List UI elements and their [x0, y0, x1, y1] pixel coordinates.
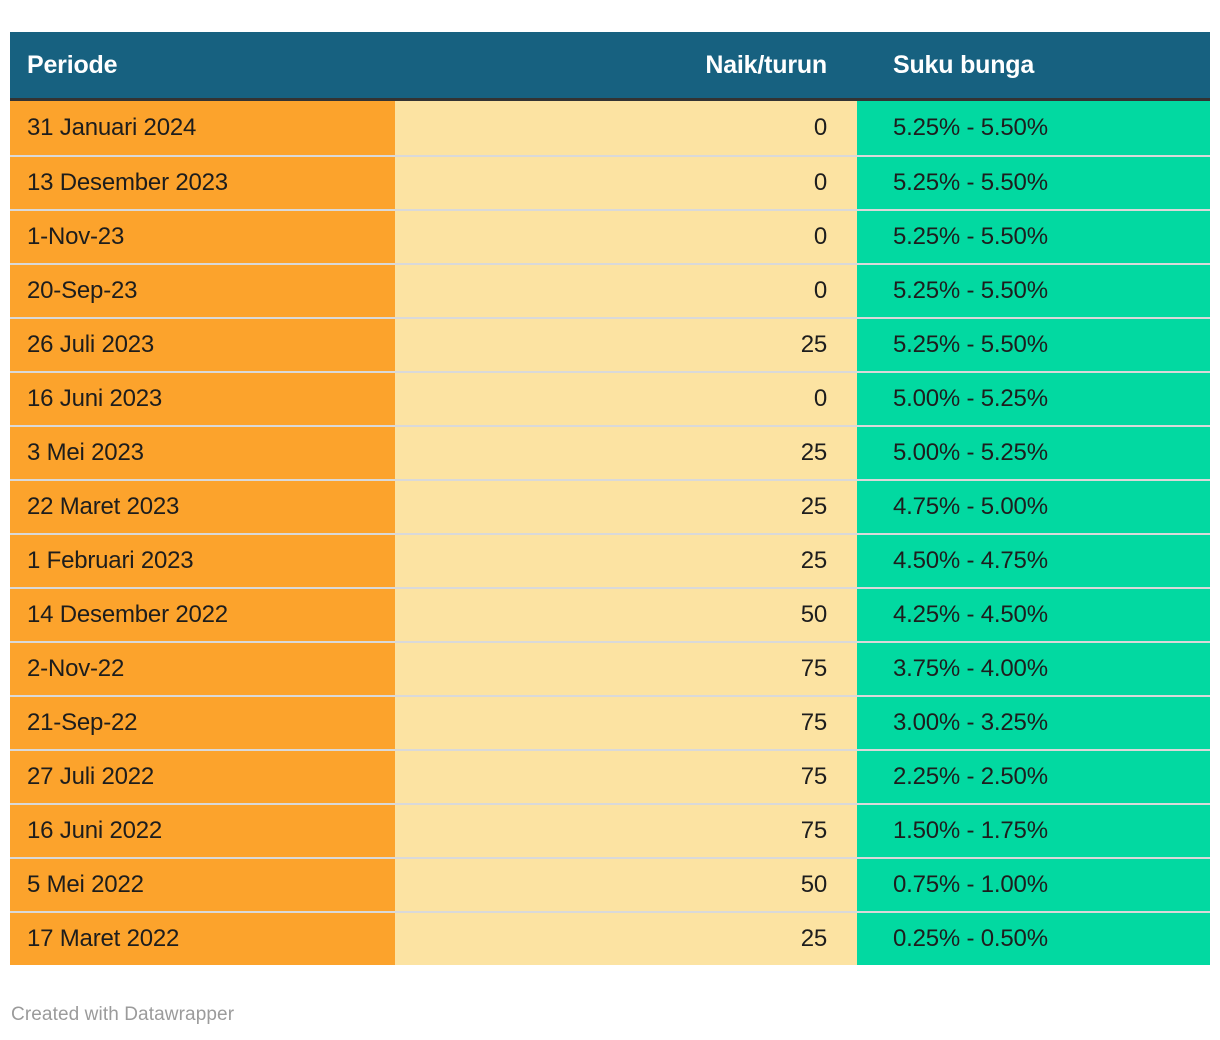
cell-naik-turun: 50 — [395, 857, 857, 911]
cell-naik-turun: 75 — [395, 641, 857, 695]
cell-periode: 21-Sep-22 — [10, 695, 395, 749]
rates-table: Periode Naik/turun Suku bunga 31 Januari… — [10, 32, 1210, 965]
cell-suku-bunga: 5.25% - 5.50% — [857, 317, 1210, 371]
cell-suku-bunga: 4.25% - 4.50% — [857, 587, 1210, 641]
table-row: 3 Mei 2023 25 5.00% - 5.25% — [10, 425, 1210, 479]
table-row: 5 Mei 2022 50 0.75% - 1.00% — [10, 857, 1210, 911]
cell-periode: 14 Desember 2022 — [10, 587, 395, 641]
table-row: 27 Juli 2022 75 2.25% - 2.50% — [10, 749, 1210, 803]
table-row: 1-Nov-23 0 5.25% - 5.50% — [10, 209, 1210, 263]
cell-periode: 16 Juni 2023 — [10, 371, 395, 425]
cell-suku-bunga: 4.75% - 5.00% — [857, 479, 1210, 533]
cell-suku-bunga: 3.00% - 3.25% — [857, 695, 1210, 749]
cell-naik-turun: 75 — [395, 749, 857, 803]
cell-periode: 17 Maret 2022 — [10, 911, 395, 965]
table-header-row: Periode Naik/turun Suku bunga — [10, 32, 1210, 101]
cell-periode: 16 Juni 2022 — [10, 803, 395, 857]
cell-naik-turun: 25 — [395, 911, 857, 965]
cell-naik-turun: 25 — [395, 317, 857, 371]
cell-suku-bunga: 1.50% - 1.75% — [857, 803, 1210, 857]
table-row: 13 Desember 2023 0 5.25% - 5.50% — [10, 155, 1210, 209]
cell-naik-turun: 25 — [395, 479, 857, 533]
cell-suku-bunga: 4.50% - 4.75% — [857, 533, 1210, 587]
table-row: 16 Juni 2022 75 1.50% - 1.75% — [10, 803, 1210, 857]
cell-suku-bunga: 5.25% - 5.50% — [857, 263, 1210, 317]
cell-suku-bunga: 2.25% - 2.50% — [857, 749, 1210, 803]
cell-naik-turun: 0 — [395, 209, 857, 263]
cell-suku-bunga: 5.00% - 5.25% — [857, 371, 1210, 425]
cell-naik-turun: 0 — [395, 371, 857, 425]
datawrapper-attribution-link[interactable]: Created with Datawrapper — [11, 1004, 235, 1025]
table-row: 21-Sep-22 75 3.00% - 3.25% — [10, 695, 1210, 749]
cell-periode: 26 Juli 2023 — [10, 317, 395, 371]
table-body: 31 Januari 2024 0 5.25% - 5.50% 13 Desem… — [10, 101, 1210, 965]
cell-suku-bunga: 5.25% - 5.50% — [857, 155, 1210, 209]
column-header-periode: Periode — [27, 50, 118, 79]
cell-naik-turun: 25 — [395, 425, 857, 479]
cell-naik-turun: 75 — [395, 803, 857, 857]
table-row: 22 Maret 2023 25 4.75% - 5.00% — [10, 479, 1210, 533]
cell-naik-turun: 50 — [395, 587, 857, 641]
table-row: 2-Nov-22 75 3.75% - 4.00% — [10, 641, 1210, 695]
cell-periode: 22 Maret 2023 — [10, 479, 395, 533]
cell-naik-turun: 0 — [395, 101, 857, 155]
table-row: 1 Februari 2023 25 4.50% - 4.75% — [10, 533, 1210, 587]
table-row: 31 Januari 2024 0 5.25% - 5.50% — [10, 101, 1210, 155]
cell-suku-bunga: 5.25% - 5.50% — [857, 101, 1210, 155]
table-row: 14 Desember 2022 50 4.25% - 4.50% — [10, 587, 1210, 641]
cell-periode: 3 Mei 2023 — [10, 425, 395, 479]
cell-periode: 1 Februari 2023 — [10, 533, 395, 587]
cell-naik-turun: 75 — [395, 695, 857, 749]
column-header-naik-turun: Naik/turun — [705, 50, 827, 79]
cell-naik-turun: 0 — [395, 263, 857, 317]
table-row: 16 Juni 2023 0 5.00% - 5.25% — [10, 371, 1210, 425]
cell-suku-bunga: 0.75% - 1.00% — [857, 857, 1210, 911]
cell-suku-bunga: 3.75% - 4.00% — [857, 641, 1210, 695]
column-header-suku-bunga: Suku bunga — [893, 50, 1035, 79]
table-row: 26 Juli 2023 25 5.25% - 5.50% — [10, 317, 1210, 371]
cell-periode: 5 Mei 2022 — [10, 857, 395, 911]
cell-periode: 2-Nov-22 — [10, 641, 395, 695]
cell-periode: 31 Januari 2024 — [10, 101, 395, 155]
cell-naik-turun: 25 — [395, 533, 857, 587]
cell-periode: 13 Desember 2023 — [10, 155, 395, 209]
cell-periode: 27 Juli 2022 — [10, 749, 395, 803]
cell-periode: 20-Sep-23 — [10, 263, 395, 317]
table-row: 17 Maret 2022 25 0.25% - 0.50% — [10, 911, 1210, 965]
cell-naik-turun: 0 — [395, 155, 857, 209]
cell-suku-bunga: 0.25% - 0.50% — [857, 911, 1210, 965]
table-row: 20-Sep-23 0 5.25% - 5.50% — [10, 263, 1210, 317]
cell-suku-bunga: 5.00% - 5.25% — [857, 425, 1210, 479]
cell-suku-bunga: 5.25% - 5.50% — [857, 209, 1210, 263]
cell-periode: 1-Nov-23 — [10, 209, 395, 263]
